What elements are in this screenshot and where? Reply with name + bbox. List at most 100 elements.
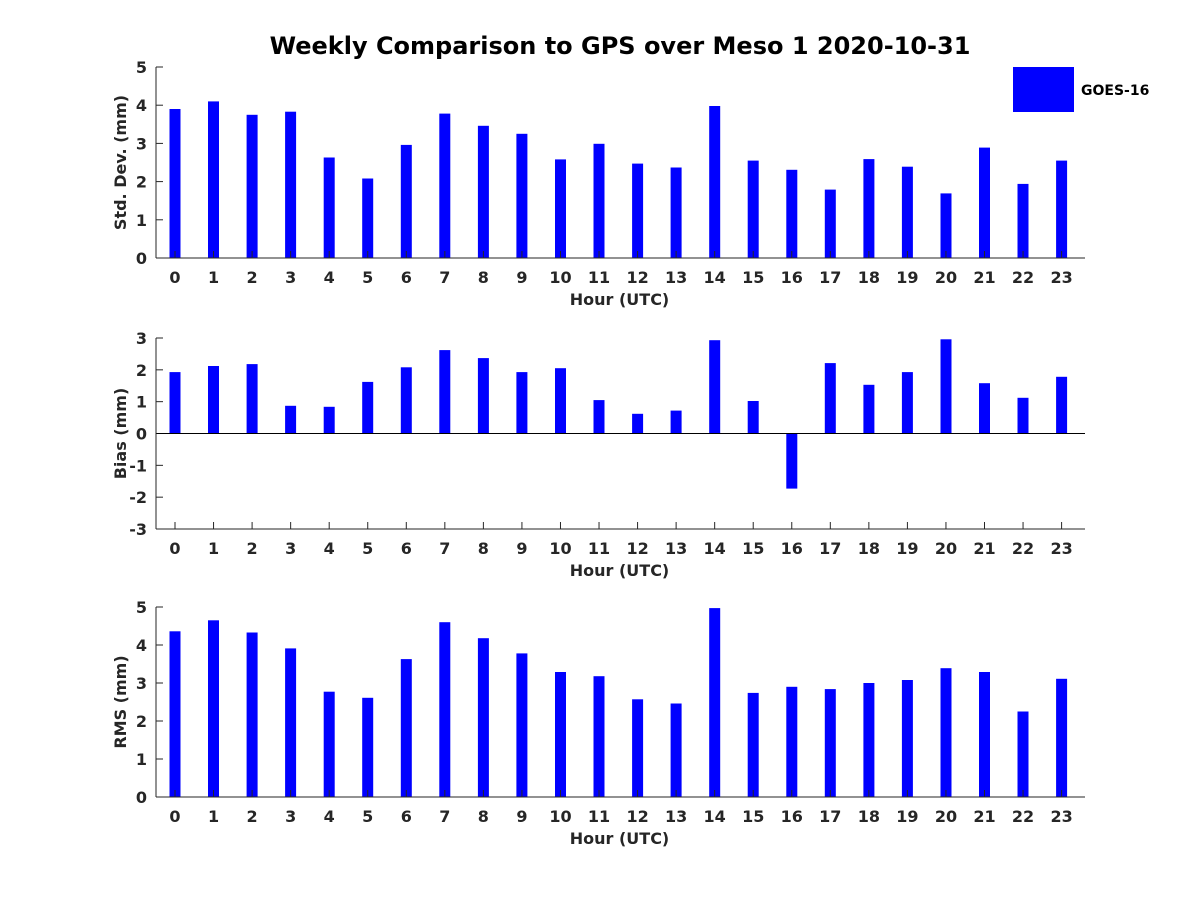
x-tick-label-bias: 3 [285, 539, 296, 558]
bar-rms-hour-12 [632, 699, 644, 797]
x-tick-label-std-dev: 7 [439, 268, 450, 287]
y-tick-label-std-dev: 1 [136, 211, 147, 230]
bar-bias-hour-22 [1017, 397, 1029, 434]
bar-std-dev-hour-20 [940, 193, 952, 258]
bar-rms-hour-14 [709, 608, 721, 797]
bar-bias-hour-5 [362, 381, 374, 434]
x-tick-label-bias: 23 [1050, 539, 1072, 558]
x-tick-label-bias: 21 [973, 539, 995, 558]
bar-bias-hour-23 [1056, 376, 1068, 434]
bar-bias-hour-20 [940, 339, 952, 434]
x-tick-label-std-dev: 18 [858, 268, 880, 287]
x-tick-label-bias: 17 [819, 539, 841, 558]
x-tick-label-std-dev: 22 [1012, 268, 1034, 287]
bar-std-dev-hour-2 [246, 114, 258, 259]
x-tick-label-rms: 18 [858, 807, 880, 826]
x-tick-label-std-dev: 14 [704, 268, 726, 287]
x-tick-label-std-dev: 0 [169, 268, 180, 287]
bar-std-dev-hour-16 [786, 169, 798, 258]
x-tick-label-std-dev: 4 [324, 268, 335, 287]
x-tick-label-std-dev: 17 [819, 268, 841, 287]
y-tick-label-bias: 3 [136, 329, 147, 348]
bar-rms-hour-13 [670, 703, 682, 797]
bar-std-dev-hour-19 [901, 166, 913, 258]
y-tick-label-std-dev: 2 [136, 173, 147, 192]
bar-std-dev-hour-11 [593, 143, 605, 258]
x-tick-label-bias: 22 [1012, 539, 1034, 558]
bar-std-dev-hour-12 [632, 163, 644, 258]
bar-bias-hour-10 [555, 368, 566, 434]
y-axis-label-std-dev: Std. Dev. (mm) [111, 95, 130, 230]
x-tick-label-rms: 7 [439, 807, 450, 826]
bar-std-dev-hour-1 [208, 101, 219, 259]
legend-swatch-goes-16 [1013, 67, 1074, 112]
bar-std-dev-hour-23 [1056, 160, 1068, 258]
bar-std-dev-hour-0 [169, 109, 181, 258]
bar-std-dev-hour-17 [824, 189, 836, 258]
bar-rms-hour-22 [1017, 711, 1029, 797]
y-tick-label-rms: 1 [136, 750, 147, 769]
bar-std-dev-hour-9 [516, 133, 528, 258]
bar-rms-hour-1 [208, 620, 219, 797]
bar-std-dev-hour-22 [1017, 183, 1029, 258]
bar-rms-hour-8 [477, 638, 489, 797]
legend: GOES-16 [1013, 67, 1149, 112]
bar-rms-hour-17 [824, 689, 836, 797]
x-tick-label-bias: 12 [626, 539, 648, 558]
x-tick-label-rms: 14 [704, 807, 726, 826]
bar-std-dev-hour-10 [555, 159, 566, 258]
y-tick-label-std-dev: 4 [136, 96, 147, 115]
bar-rms-hour-5 [362, 697, 374, 797]
y-axis-label-rms: RMS (mm) [111, 655, 130, 748]
x-tick-label-rms: 15 [742, 807, 764, 826]
x-tick-label-std-dev: 10 [549, 268, 571, 287]
x-tick-label-std-dev: 21 [973, 268, 995, 287]
x-tick-label-bias: 4 [324, 539, 335, 558]
x-tick-label-rms: 22 [1012, 807, 1034, 826]
bar-bias-hour-19 [901, 372, 913, 434]
bar-bias-hour-8 [477, 358, 489, 434]
x-tick-label-rms: 16 [781, 807, 803, 826]
bar-rms-hour-7 [439, 622, 451, 797]
bar-rms-hour-15 [747, 692, 759, 797]
x-tick-label-rms: 5 [362, 807, 373, 826]
bar-bias-hour-6 [400, 367, 412, 434]
bar-rms-hour-19 [901, 680, 913, 797]
y-tick-label-bias: -1 [129, 456, 147, 475]
y-tick-label-rms: 2 [136, 712, 147, 731]
x-axis-label-bias: Hour (UTC) [570, 561, 670, 580]
bar-std-dev-hour-8 [477, 125, 489, 258]
bar-std-dev-hour-21 [979, 147, 990, 258]
bar-bias-hour-7 [439, 350, 451, 434]
x-tick-label-bias: 16 [781, 539, 803, 558]
x-tick-label-rms: 10 [549, 807, 571, 826]
x-tick-label-rms: 8 [478, 807, 489, 826]
bar-rms-hour-3 [285, 648, 297, 797]
x-tick-label-std-dev: 8 [478, 268, 489, 287]
x-tick-label-bias: 18 [858, 539, 880, 558]
bar-std-dev-hour-4 [323, 157, 335, 258]
x-tick-label-std-dev: 15 [742, 268, 764, 287]
bar-rms-hour-0 [169, 631, 181, 797]
bar-rms-hour-18 [863, 683, 875, 797]
x-tick-label-std-dev: 11 [588, 268, 610, 287]
bar-rms-hour-20 [940, 668, 952, 797]
bar-bias-hour-1 [208, 366, 219, 434]
x-tick-label-std-dev: 19 [896, 268, 918, 287]
y-tick-label-bias: 0 [136, 425, 147, 444]
x-tick-label-rms: 17 [819, 807, 841, 826]
x-tick-label-bias: 19 [896, 539, 918, 558]
x-tick-label-std-dev: 16 [781, 268, 803, 287]
y-tick-label-bias: -2 [129, 488, 147, 507]
bar-rms-hour-16 [786, 686, 798, 797]
x-tick-label-std-dev: 3 [285, 268, 296, 287]
x-tick-label-bias: 2 [247, 539, 258, 558]
x-axis-label-std-dev: Hour (UTC) [570, 290, 670, 309]
x-tick-label-std-dev: 2 [247, 268, 258, 287]
bar-rms-hour-21 [979, 672, 990, 797]
bar-bias-hour-13 [670, 410, 682, 434]
x-tick-label-bias: 20 [935, 539, 957, 558]
